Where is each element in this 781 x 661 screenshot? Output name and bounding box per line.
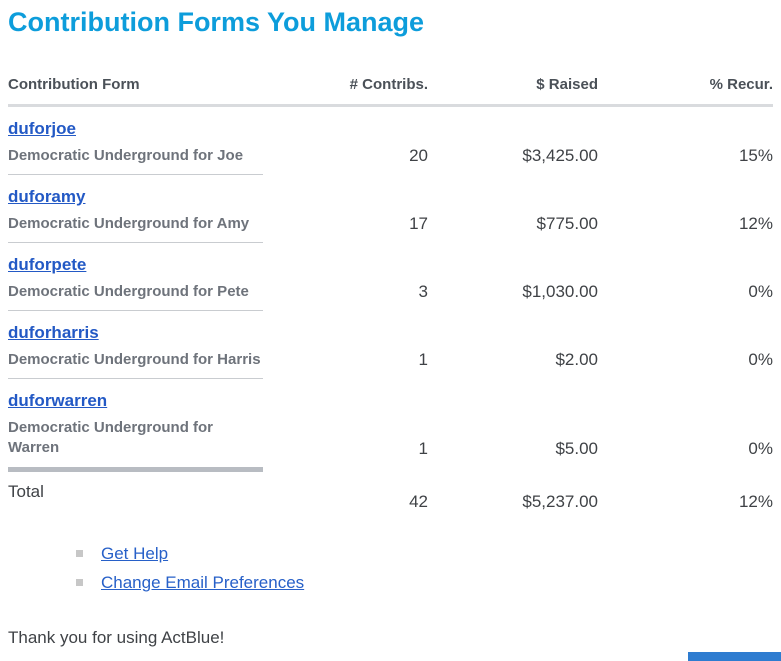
contribs-value: 17 [409, 214, 428, 233]
column-header-contribs: # Contribs. [349, 76, 428, 93]
form-link-duforjoe[interactable]: duforjoe [8, 119, 76, 138]
contribution-forms-table: Contribution Form # Contribs. $ Raised %… [8, 76, 773, 512]
contribs-value: 20 [409, 146, 428, 165]
raised-value: $2.00 [555, 350, 598, 369]
row-divider [8, 310, 263, 311]
square-bullet-icon [76, 550, 83, 557]
form-link-duforamy[interactable]: duforamy [8, 187, 86, 206]
page-title: Contribution Forms You Manage [8, 7, 424, 37]
form-description: Democratic Underground for Amy [8, 215, 250, 232]
recurring-value: 0% [748, 350, 773, 369]
form-link-duforharris[interactable]: duforharris [8, 323, 99, 342]
square-bullet-icon [76, 579, 83, 586]
raised-value: $5.00 [555, 439, 598, 458]
form-cell: duforamy Democratic Underground for Amy [8, 175, 340, 243]
column-header-recur: % Recur. [709, 76, 773, 93]
table-header-row: Contribution Form # Contribs. $ Raised %… [8, 76, 773, 107]
raised-value: $1,030.00 [522, 282, 598, 301]
column-header-raised: $ Raised [536, 76, 598, 93]
footer-links-list: Get Help Change Email Preferences [76, 539, 773, 597]
form-description: Democratic Underground for Pete [8, 283, 249, 300]
contribs-value: 3 [418, 282, 428, 301]
total-label: Total [8, 482, 44, 501]
form-row: duforharris Democratic Underground for H… [8, 311, 773, 379]
form-row: duforwarren Democratic Underground for W… [8, 379, 773, 472]
get-help-link[interactable]: Get Help [101, 543, 169, 563]
form-description: Democratic Underground for Joe [8, 147, 244, 164]
total-contribs-value: 42 [409, 492, 428, 511]
form-link-duforpete[interactable]: duforpete [8, 255, 87, 274]
footer-blue-bar [688, 652, 781, 661]
recurring-value: 0% [748, 282, 773, 301]
form-cell: duforharris Democratic Underground for H… [8, 311, 340, 379]
form-cell: duforwarren Democratic Underground for W… [8, 379, 340, 472]
raised-value: $775.00 [536, 214, 598, 233]
contribs-value: 1 [418, 350, 428, 369]
recurring-value: 15% [738, 146, 773, 165]
column-header-contribution-form: Contribution Form [8, 76, 140, 93]
recurring-value: 12% [738, 214, 773, 233]
list-item: Get Help [76, 539, 773, 568]
form-row: duforamy Democratic Underground for Amy … [8, 175, 773, 243]
list-item: Change Email Preferences [76, 568, 773, 597]
form-link-duforwarren[interactable]: duforwarren [8, 391, 108, 410]
row-divider [8, 174, 263, 175]
total-raised-value: $5,237.00 [522, 492, 598, 511]
form-row: duforjoe Democratic Underground for Joe … [8, 107, 773, 175]
thank-you-text: Thank you for using ActBlue! [8, 628, 225, 647]
form-cell: duforjoe Democratic Underground for Joe [8, 107, 340, 175]
form-description: Democratic Underground for Harris [8, 351, 261, 368]
recurring-value: 0% [748, 439, 773, 458]
total-row: Total 42 $5,237.00 12% [8, 472, 773, 512]
row-divider [8, 242, 263, 243]
form-row: duforpete Democratic Underground for Pet… [8, 243, 773, 311]
change-email-preferences-link[interactable]: Change Email Preferences [101, 572, 305, 592]
total-separator-divider [8, 467, 263, 472]
page: Contribution Forms You Manage Contributi… [0, 6, 781, 648]
form-description: Democratic Underground for Warren [8, 419, 214, 456]
contribs-value: 1 [418, 439, 428, 458]
raised-value: $3,425.00 [522, 146, 598, 165]
row-divider [8, 378, 263, 379]
form-cell: duforpete Democratic Underground for Pet… [8, 243, 340, 311]
total-recurring-value: 12% [738, 492, 773, 511]
